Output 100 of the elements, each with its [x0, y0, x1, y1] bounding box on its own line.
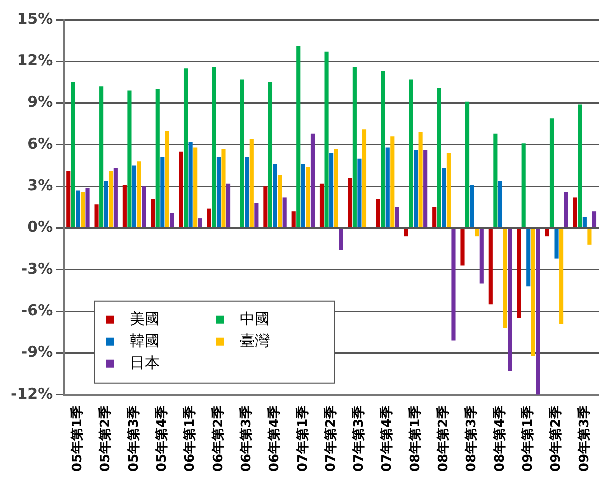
legend-label: 韓國 — [130, 332, 160, 350]
legend-label: 臺灣 — [240, 332, 270, 350]
bar — [250, 139, 254, 228]
bar — [526, 229, 531, 287]
bar — [226, 184, 231, 228]
bar — [222, 149, 226, 228]
bar — [122, 185, 127, 228]
bar — [358, 158, 362, 228]
bar — [278, 176, 282, 228]
y-tick-label: -12% — [10, 384, 54, 403]
bar — [588, 229, 592, 245]
bar — [582, 217, 587, 228]
bar — [320, 184, 324, 228]
bar — [212, 67, 216, 228]
x-tick-label: 08年第1季 — [407, 406, 424, 472]
bar — [446, 153, 451, 228]
x-tick-label: 05年第4季 — [154, 406, 170, 472]
bar — [207, 208, 212, 228]
bar — [66, 171, 71, 228]
x-tick-label: 09年第1季 — [520, 406, 536, 472]
x-tick-label: 07年第3季 — [351, 406, 368, 472]
bar — [488, 229, 493, 305]
bar — [498, 181, 503, 228]
bar — [460, 229, 465, 266]
bar — [151, 199, 156, 228]
bar — [245, 157, 250, 228]
bar — [132, 166, 137, 228]
y-tick-label: -6% — [21, 301, 54, 320]
x-tick-label: 08年第2季 — [436, 406, 452, 472]
bar — [310, 134, 316, 228]
bar — [137, 162, 142, 228]
bar — [142, 186, 146, 228]
bar — [437, 88, 442, 228]
x-tick-label: 07年第4季 — [379, 406, 396, 472]
x-tick-label: 05年第1季 — [70, 406, 86, 472]
bar — [264, 186, 268, 228]
bar — [466, 102, 470, 228]
bar — [100, 86, 104, 228]
bar — [362, 130, 367, 228]
bar — [339, 229, 344, 250]
x-tick-label: 08年第4季 — [492, 406, 508, 472]
bar — [564, 192, 568, 228]
bar — [324, 52, 329, 228]
bar — [273, 164, 278, 228]
bar — [424, 150, 428, 228]
bar — [76, 190, 80, 228]
bar — [348, 178, 352, 228]
bar — [494, 134, 498, 228]
bar — [104, 181, 108, 228]
legend-label: 中國 — [240, 310, 270, 328]
bar — [470, 185, 474, 228]
bar — [578, 104, 582, 228]
bar — [80, 192, 86, 228]
legend-label: 日本 — [130, 354, 160, 372]
bar — [522, 144, 526, 228]
bar — [390, 136, 395, 228]
bar — [554, 229, 559, 259]
x-tick-label: 09年第3季 — [576, 406, 592, 472]
bar — [418, 132, 423, 228]
x-tick-label: 09年第2季 — [548, 406, 564, 472]
y-tick-label: 6% — [28, 134, 54, 153]
bar — [240, 80, 244, 228]
x-tick-label: 06年第4季 — [266, 406, 283, 472]
bar — [71, 82, 76, 228]
x-tick-label: 07年第1季 — [294, 406, 311, 472]
bar — [442, 168, 446, 228]
bar — [334, 149, 338, 228]
bar — [517, 229, 522, 319]
x-tick-label: 07年第2季 — [322, 406, 339, 472]
bar — [531, 229, 536, 356]
bar — [508, 229, 512, 372]
bar — [409, 80, 414, 228]
bar — [536, 229, 540, 395]
bar — [550, 118, 554, 228]
bar — [160, 157, 165, 228]
x-tick-label: 06年第3季 — [238, 406, 254, 472]
y-tick-label: 3% — [28, 176, 54, 194]
legend-label: 美國 — [130, 310, 160, 328]
bar — [475, 229, 480, 237]
bar — [452, 229, 456, 341]
bar — [432, 207, 437, 228]
bar — [352, 67, 357, 228]
bar — [545, 229, 550, 237]
bar — [268, 82, 273, 228]
x-tick-label: 08年第3季 — [464, 406, 480, 472]
bar — [292, 212, 296, 228]
bar — [330, 153, 334, 228]
y-tick-label: 15% — [17, 10, 54, 28]
bar — [503, 229, 508, 328]
bar — [560, 229, 564, 324]
bar — [198, 218, 202, 228]
bar — [109, 171, 114, 228]
bar — [114, 168, 118, 228]
x-tick-label: 05年第2季 — [98, 406, 114, 472]
bar — [165, 131, 170, 228]
bar — [395, 207, 400, 228]
bar — [94, 204, 99, 228]
bar — [254, 203, 259, 228]
y-tick-label: 0% — [28, 218, 54, 236]
bar — [86, 188, 90, 228]
